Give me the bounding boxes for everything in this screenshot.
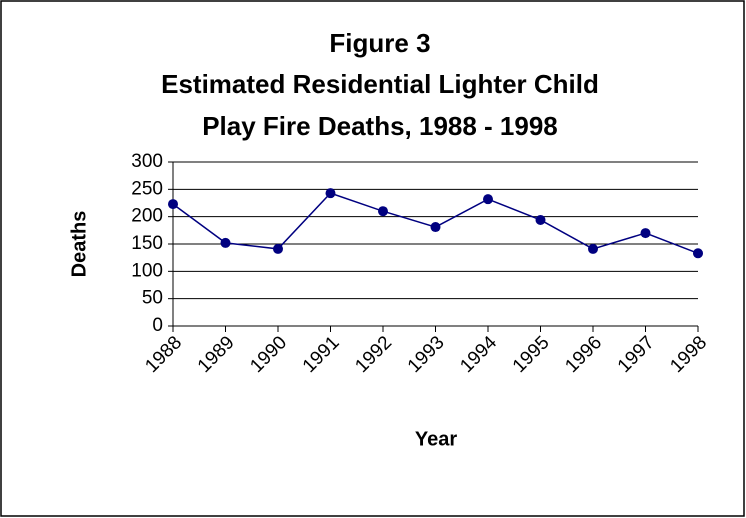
y-tick-label: 100 [131,260,163,281]
point [535,214,546,225]
point [168,199,178,210]
point [220,237,231,248]
point [378,206,388,217]
chart-title: Play Fire Deaths, 1988 - 1998 [202,111,558,141]
y-tick-label: 0 [152,315,163,336]
chart-title: Figure 3 [329,28,430,58]
chart-title: Estimated Residential Lighter Child [161,69,599,99]
y-tick-label: 200 [131,206,163,227]
y-tick-label: 250 [131,178,163,199]
point [693,248,703,259]
point [588,243,598,254]
point [640,228,651,239]
x-axis-title: Year [415,428,457,450]
y-tick-label: 50 [142,288,163,309]
y-tick-label: 150 [131,233,163,254]
point [273,243,283,254]
point [483,194,493,205]
point [430,222,441,233]
y-tick-label: 300 [131,151,163,172]
y-axis-title: Deaths [68,211,90,278]
point [325,188,336,199]
